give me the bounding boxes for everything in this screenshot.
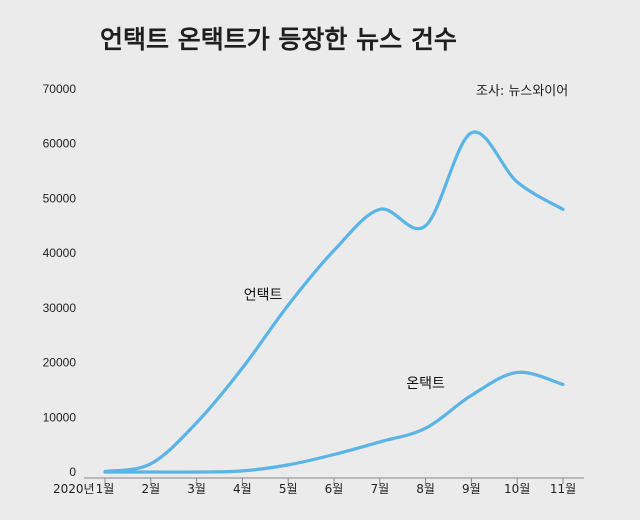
y-tick-label: 10000 bbox=[43, 410, 77, 424]
x-tick-label: 6월 bbox=[325, 482, 344, 496]
data-point bbox=[516, 371, 519, 374]
chart-source: 조사: 뉴스와이어 bbox=[476, 84, 568, 99]
data-point bbox=[424, 427, 427, 430]
data-point bbox=[195, 470, 198, 474]
y-axis: 0 10000 20000 30000 40000 50000 60000 70000 bbox=[43, 82, 77, 479]
x-axis: 1월 2월 3월 4월 5월 6월 7월 8월 9월 10월 11월 bbox=[96, 478, 576, 496]
data-point bbox=[195, 421, 198, 424]
data-point bbox=[149, 470, 152, 474]
data-point bbox=[561, 383, 565, 386]
x-tick-label: 3월 bbox=[187, 482, 206, 496]
y-tick-label: 20000 bbox=[43, 356, 77, 370]
x-tick-label: 1월 bbox=[96, 482, 115, 496]
y-tick-label: 30000 bbox=[43, 301, 77, 315]
data-point bbox=[332, 453, 336, 456]
data-point bbox=[470, 394, 473, 397]
y-tick-label: 60000 bbox=[43, 137, 77, 151]
x-tick-label: 7월 bbox=[370, 482, 389, 496]
data-point bbox=[378, 440, 381, 444]
x-axis-year-label: 2020년 bbox=[53, 482, 95, 496]
series-label-2: 온택트 bbox=[406, 376, 445, 392]
data-point bbox=[103, 470, 107, 474]
data-point bbox=[561, 208, 565, 211]
x-tick-label: 11월 bbox=[550, 482, 576, 496]
series-label-1: 언택트 bbox=[244, 288, 283, 304]
data-point bbox=[149, 462, 152, 465]
y-tick-label: 40000 bbox=[43, 246, 77, 260]
x-tick-label: 5월 bbox=[279, 482, 298, 496]
y-tick-label: 0 bbox=[69, 465, 76, 479]
data-point bbox=[516, 180, 519, 184]
data-point bbox=[332, 249, 336, 252]
data-point bbox=[424, 224, 427, 227]
x-tick-label: 4월 bbox=[233, 482, 252, 496]
x-tick-label: 9월 bbox=[462, 482, 481, 496]
series-line-1 bbox=[103, 130, 565, 474]
data-point bbox=[241, 366, 244, 370]
data-point bbox=[470, 131, 473, 134]
y-tick-label: 50000 bbox=[43, 191, 77, 205]
data-point bbox=[241, 469, 244, 473]
chart-title: 언택트 온택트가 등장한 뉴스 건수 bbox=[100, 25, 457, 54]
x-tick-label: 2월 bbox=[141, 482, 160, 496]
y-tick-label: 70000 bbox=[43, 82, 77, 96]
x-tick-label: 8월 bbox=[416, 482, 435, 496]
series-line-2 bbox=[103, 370, 565, 474]
data-point bbox=[378, 208, 381, 211]
x-tick-label: 10월 bbox=[504, 482, 530, 496]
data-point bbox=[287, 303, 290, 307]
data-point bbox=[287, 463, 290, 467]
